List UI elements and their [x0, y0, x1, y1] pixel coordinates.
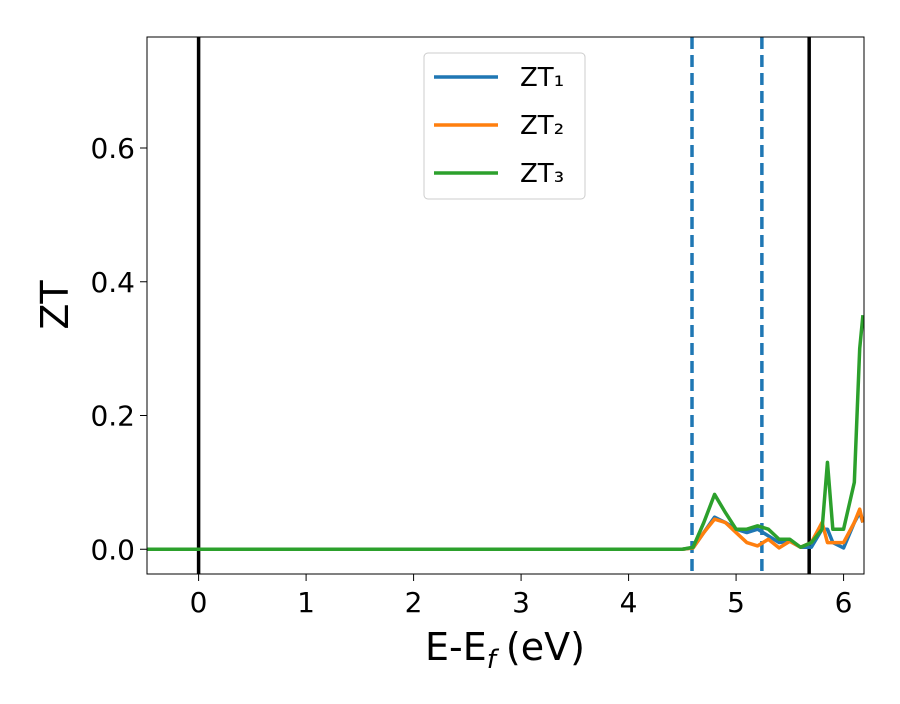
y-tick-label: 0.6 [90, 132, 135, 165]
x-tick-label: 6 [835, 586, 853, 619]
plot-area [147, 37, 864, 574]
x-axis-label: E-Ef (eV) [425, 625, 585, 675]
y-axis-label: ZT [33, 280, 77, 330]
x-label-rest: (eV) [506, 625, 585, 669]
x-tick-label: 0 [190, 586, 208, 619]
x-tick-label: 5 [727, 586, 745, 619]
legend-box [423, 52, 586, 200]
y-tick-label: 0.2 [90, 400, 135, 433]
series-line [147, 315, 864, 552]
y-tick-label: 0.4 [90, 266, 135, 299]
legend-label: ZT₁ [520, 63, 564, 93]
x-tick-label: 3 [512, 586, 530, 619]
x-tick-label: 4 [620, 586, 638, 619]
x-label-sub: f [487, 645, 500, 675]
x-label-main: E-E [425, 625, 487, 669]
legend-label: ZT₂ [520, 111, 564, 141]
plot-frame [146, 36, 865, 575]
series-line [147, 507, 864, 552]
y-tick-label: 0.0 [90, 533, 135, 566]
x-tick-label: 1 [297, 586, 315, 619]
x-tick-label: 2 [405, 586, 423, 619]
legend-label: ZT₃ [520, 159, 564, 189]
